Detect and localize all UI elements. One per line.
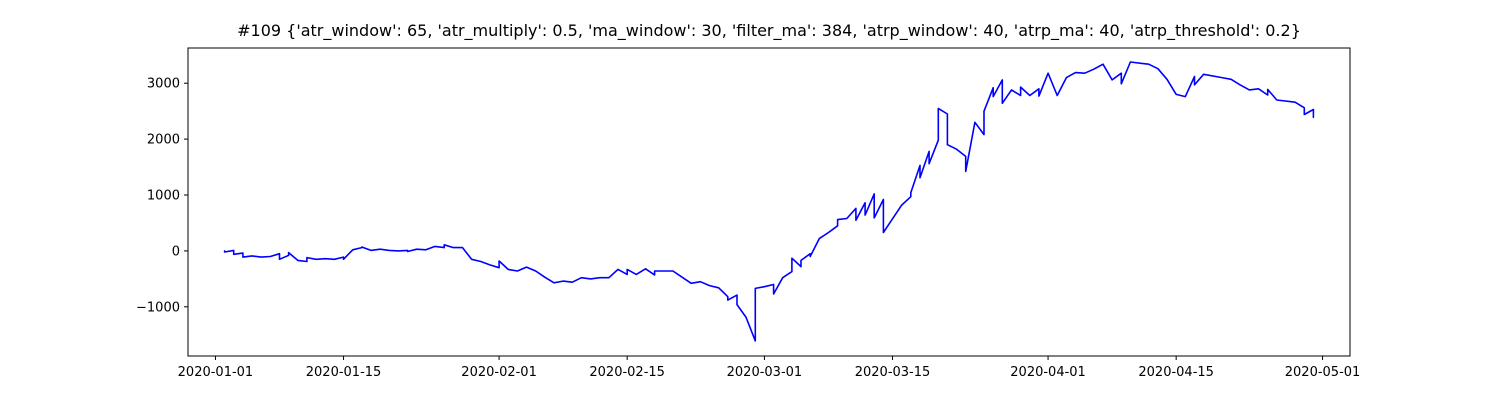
y-tick-label-0: −1000 [136, 300, 180, 315]
x-tick-label-7: 2020-04-15 [1138, 365, 1214, 380]
chart-title: #109 {'atr_window': 65, 'atr_multiply': … [237, 21, 1301, 40]
x-tick-label-3: 2020-02-15 [589, 365, 665, 380]
x-tick-label-2: 2020-02-01 [461, 365, 537, 380]
x-tick-label-0: 2020-01-01 [178, 365, 254, 380]
y-tick-label-4: 3000 [147, 77, 180, 92]
series-line-0 [223, 61, 1315, 342]
y-tick-label-3: 2000 [147, 133, 180, 148]
plot-frame [187, 47, 1351, 357]
y-tick-label-2: 1000 [147, 189, 180, 204]
x-tick-label-8: 2020-05-01 [1285, 365, 1361, 380]
x-tick-label-1: 2020-01-15 [306, 365, 382, 380]
x-tick-label-4: 2020-03-01 [727, 365, 803, 380]
y-tick-label-1: 0 [172, 244, 180, 259]
x-tick-label-6: 2020-04-01 [1010, 365, 1086, 380]
x-tick-label-5: 2020-03-15 [855, 365, 931, 380]
